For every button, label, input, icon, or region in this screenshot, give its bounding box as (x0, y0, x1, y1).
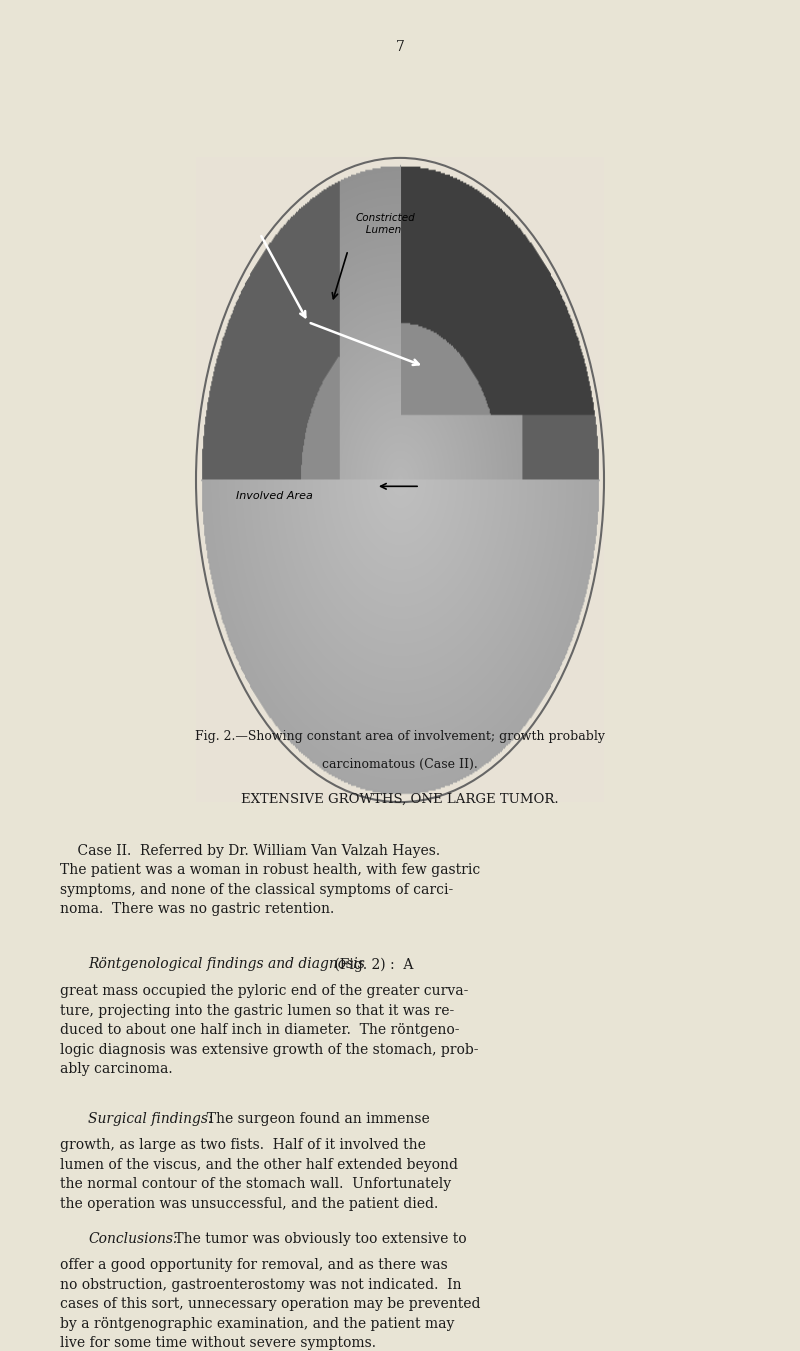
Text: growth, as large as two fists.  Half of it involved the
lumen of the viscus, and: growth, as large as two fists. Half of i… (60, 1138, 458, 1210)
Text: Constricted
   Lumen: Constricted Lumen (356, 213, 416, 235)
Text: great mass occupied the pyloric end of the greater curva-
ture, projecting into : great mass occupied the pyloric end of t… (60, 984, 478, 1075)
Text: carcinomatous (Case II).: carcinomatous (Case II). (322, 758, 478, 771)
Text: Involved Area: Involved Area (236, 492, 313, 501)
Text: (Fig. 2) :  A: (Fig. 2) : A (330, 958, 413, 971)
Text: Fig. 2.—Showing constant area of involvement; growth probably: Fig. 2.—Showing constant area of involve… (195, 730, 605, 743)
Text: Surgical findings:: Surgical findings: (88, 1112, 213, 1125)
Text: The surgeon found an immense: The surgeon found an immense (198, 1112, 430, 1125)
Text: Case II.  Referred by Dr. William Van Valzah Hayes.
The patient was a woman in r: Case II. Referred by Dr. William Van Val… (60, 844, 480, 916)
Text: 7: 7 (395, 41, 405, 54)
Text: Röntgenological findings and diagnosis: Röntgenological findings and diagnosis (88, 958, 365, 971)
Text: The tumor was obviously too extensive to: The tumor was obviously too extensive to (170, 1232, 466, 1246)
Text: offer a good opportunity for removal, and as there was
no obstruction, gastroent: offer a good opportunity for removal, an… (60, 1258, 481, 1350)
Text: Conclusions:: Conclusions: (88, 1232, 178, 1246)
Text: EXTENSIVE GROWTHS, ONE LARGE TUMOR.: EXTENSIVE GROWTHS, ONE LARGE TUMOR. (241, 793, 559, 807)
